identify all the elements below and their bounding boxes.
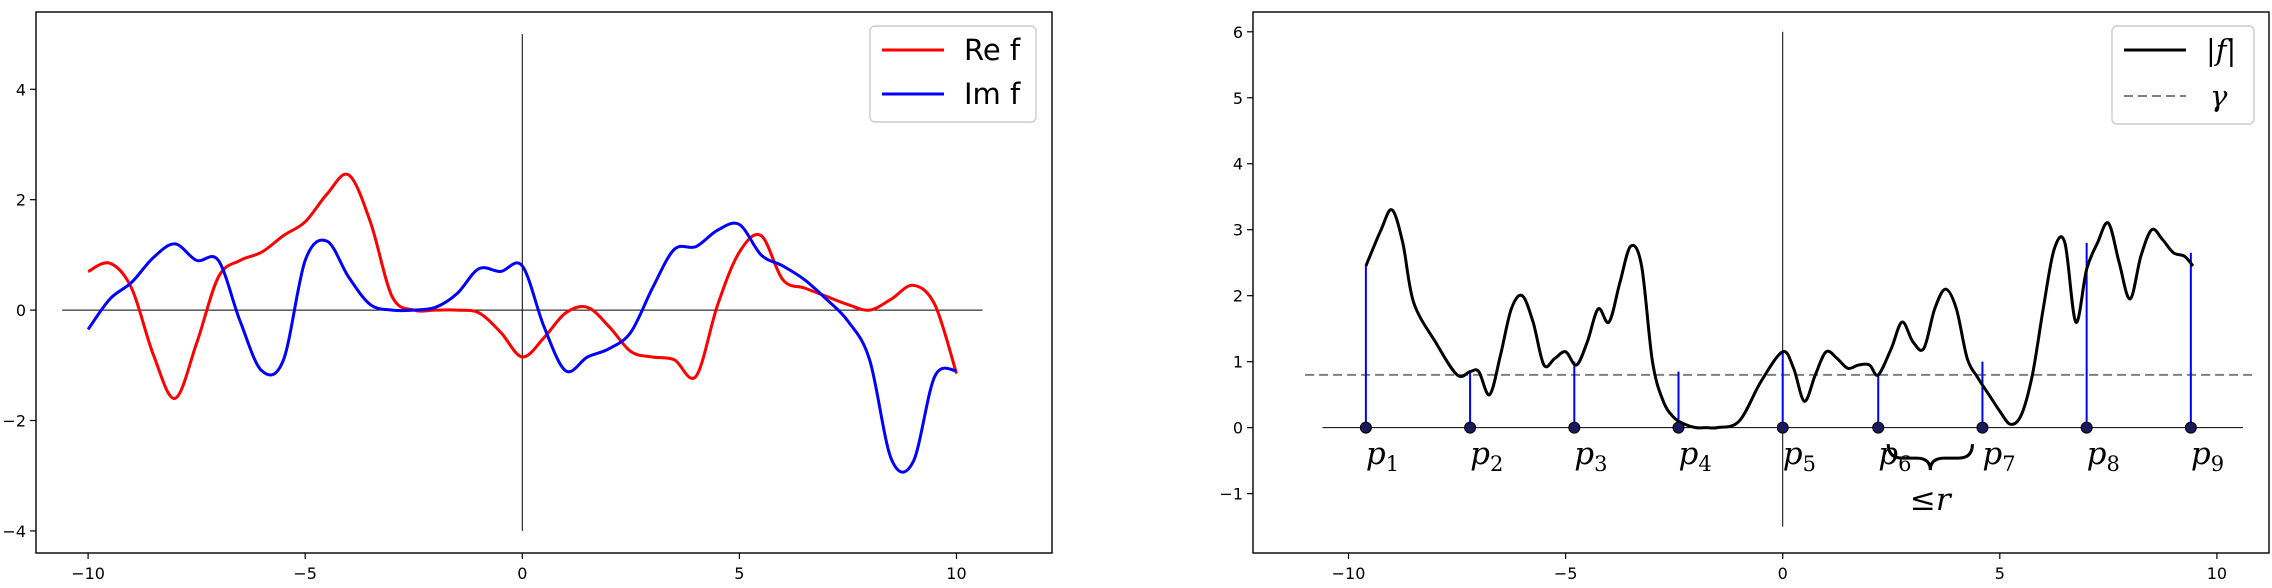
point-p4 — [1672, 421, 1685, 434]
right-plot-frame — [1252, 11, 2270, 554]
right-legend: |f| γ — [2111, 25, 2255, 125]
series-line-f — [1364, 208, 2195, 430]
series-line-im-f — [86, 221, 957, 474]
y-tick-label: 1 — [1233, 353, 1243, 372]
point-p5 — [1776, 421, 1789, 434]
legend-label-re-f: Re f — [964, 33, 1021, 67]
brace-label: ≤r — [1910, 482, 1953, 518]
left-panel: −4 −2 0 2 4 −10 −5 0 5 10 Re f Im f — [2, 11, 1053, 583]
y-tick-label: −4 — [2, 522, 26, 541]
point-p7 — [1976, 421, 1989, 434]
x-tick-label: −5 — [1554, 564, 1578, 583]
y-tick-label: 5 — [1233, 89, 1243, 108]
y-tick-label: 4 — [16, 80, 26, 99]
point-p1 — [1359, 421, 1372, 434]
x-tick-label: 10 — [946, 564, 966, 583]
left-legend: Re f Im f — [869, 25, 1037, 123]
left-y-axis: −4 −2 0 2 4 — [2, 80, 36, 541]
x-tick-label: 5 — [1995, 564, 2005, 583]
point-p8 — [2080, 421, 2093, 434]
x-tick-label: −5 — [293, 564, 317, 583]
x-tick-label: −10 — [71, 564, 105, 583]
left-reference-lines — [62, 34, 983, 531]
right-brace-group: ≤r — [1886, 444, 1974, 518]
point-p9 — [2184, 421, 2197, 434]
legend-label-gamma: γ — [2210, 79, 2228, 113]
right-series-group — [1364, 208, 2195, 430]
x-tick-label: 5 — [734, 564, 744, 583]
left-series-group — [86, 172, 958, 474]
legend-label-abs-f: |f| — [2206, 33, 2236, 67]
y-tick-label: 0 — [16, 301, 26, 320]
x-tick-label: −10 — [1332, 564, 1366, 583]
right-x-axis: −10 −5 0 5 10 — [1332, 553, 2227, 583]
y-tick-label: 2 — [1233, 287, 1243, 306]
y-tick-label: 6 — [1233, 23, 1243, 42]
y-tick-label: −2 — [2, 412, 26, 431]
point-p2 — [1464, 421, 1477, 434]
x-tick-label: 10 — [2207, 564, 2227, 583]
y-tick-label: 2 — [16, 191, 26, 210]
point-p3 — [1568, 421, 1581, 434]
y-tick-label: 3 — [1233, 221, 1243, 240]
left-x-axis: −10 −5 0 5 10 — [71, 553, 967, 583]
brace-p6-p7 — [1886, 444, 1974, 471]
legend-label-im-f: Im f — [964, 77, 1021, 111]
right-points-group — [1359, 421, 2197, 434]
y-tick-label: −1 — [1219, 485, 1243, 504]
x-tick-label: 0 — [517, 564, 527, 583]
point-p6 — [1872, 421, 1885, 434]
x-tick-label: 0 — [1778, 564, 1788, 583]
right-y-axis: −1 0 1 2 3 4 5 6 — [1219, 23, 1253, 504]
y-tick-label: 4 — [1233, 155, 1243, 174]
y-tick-label: 0 — [1233, 419, 1243, 438]
series-line-re-f — [87, 172, 958, 400]
